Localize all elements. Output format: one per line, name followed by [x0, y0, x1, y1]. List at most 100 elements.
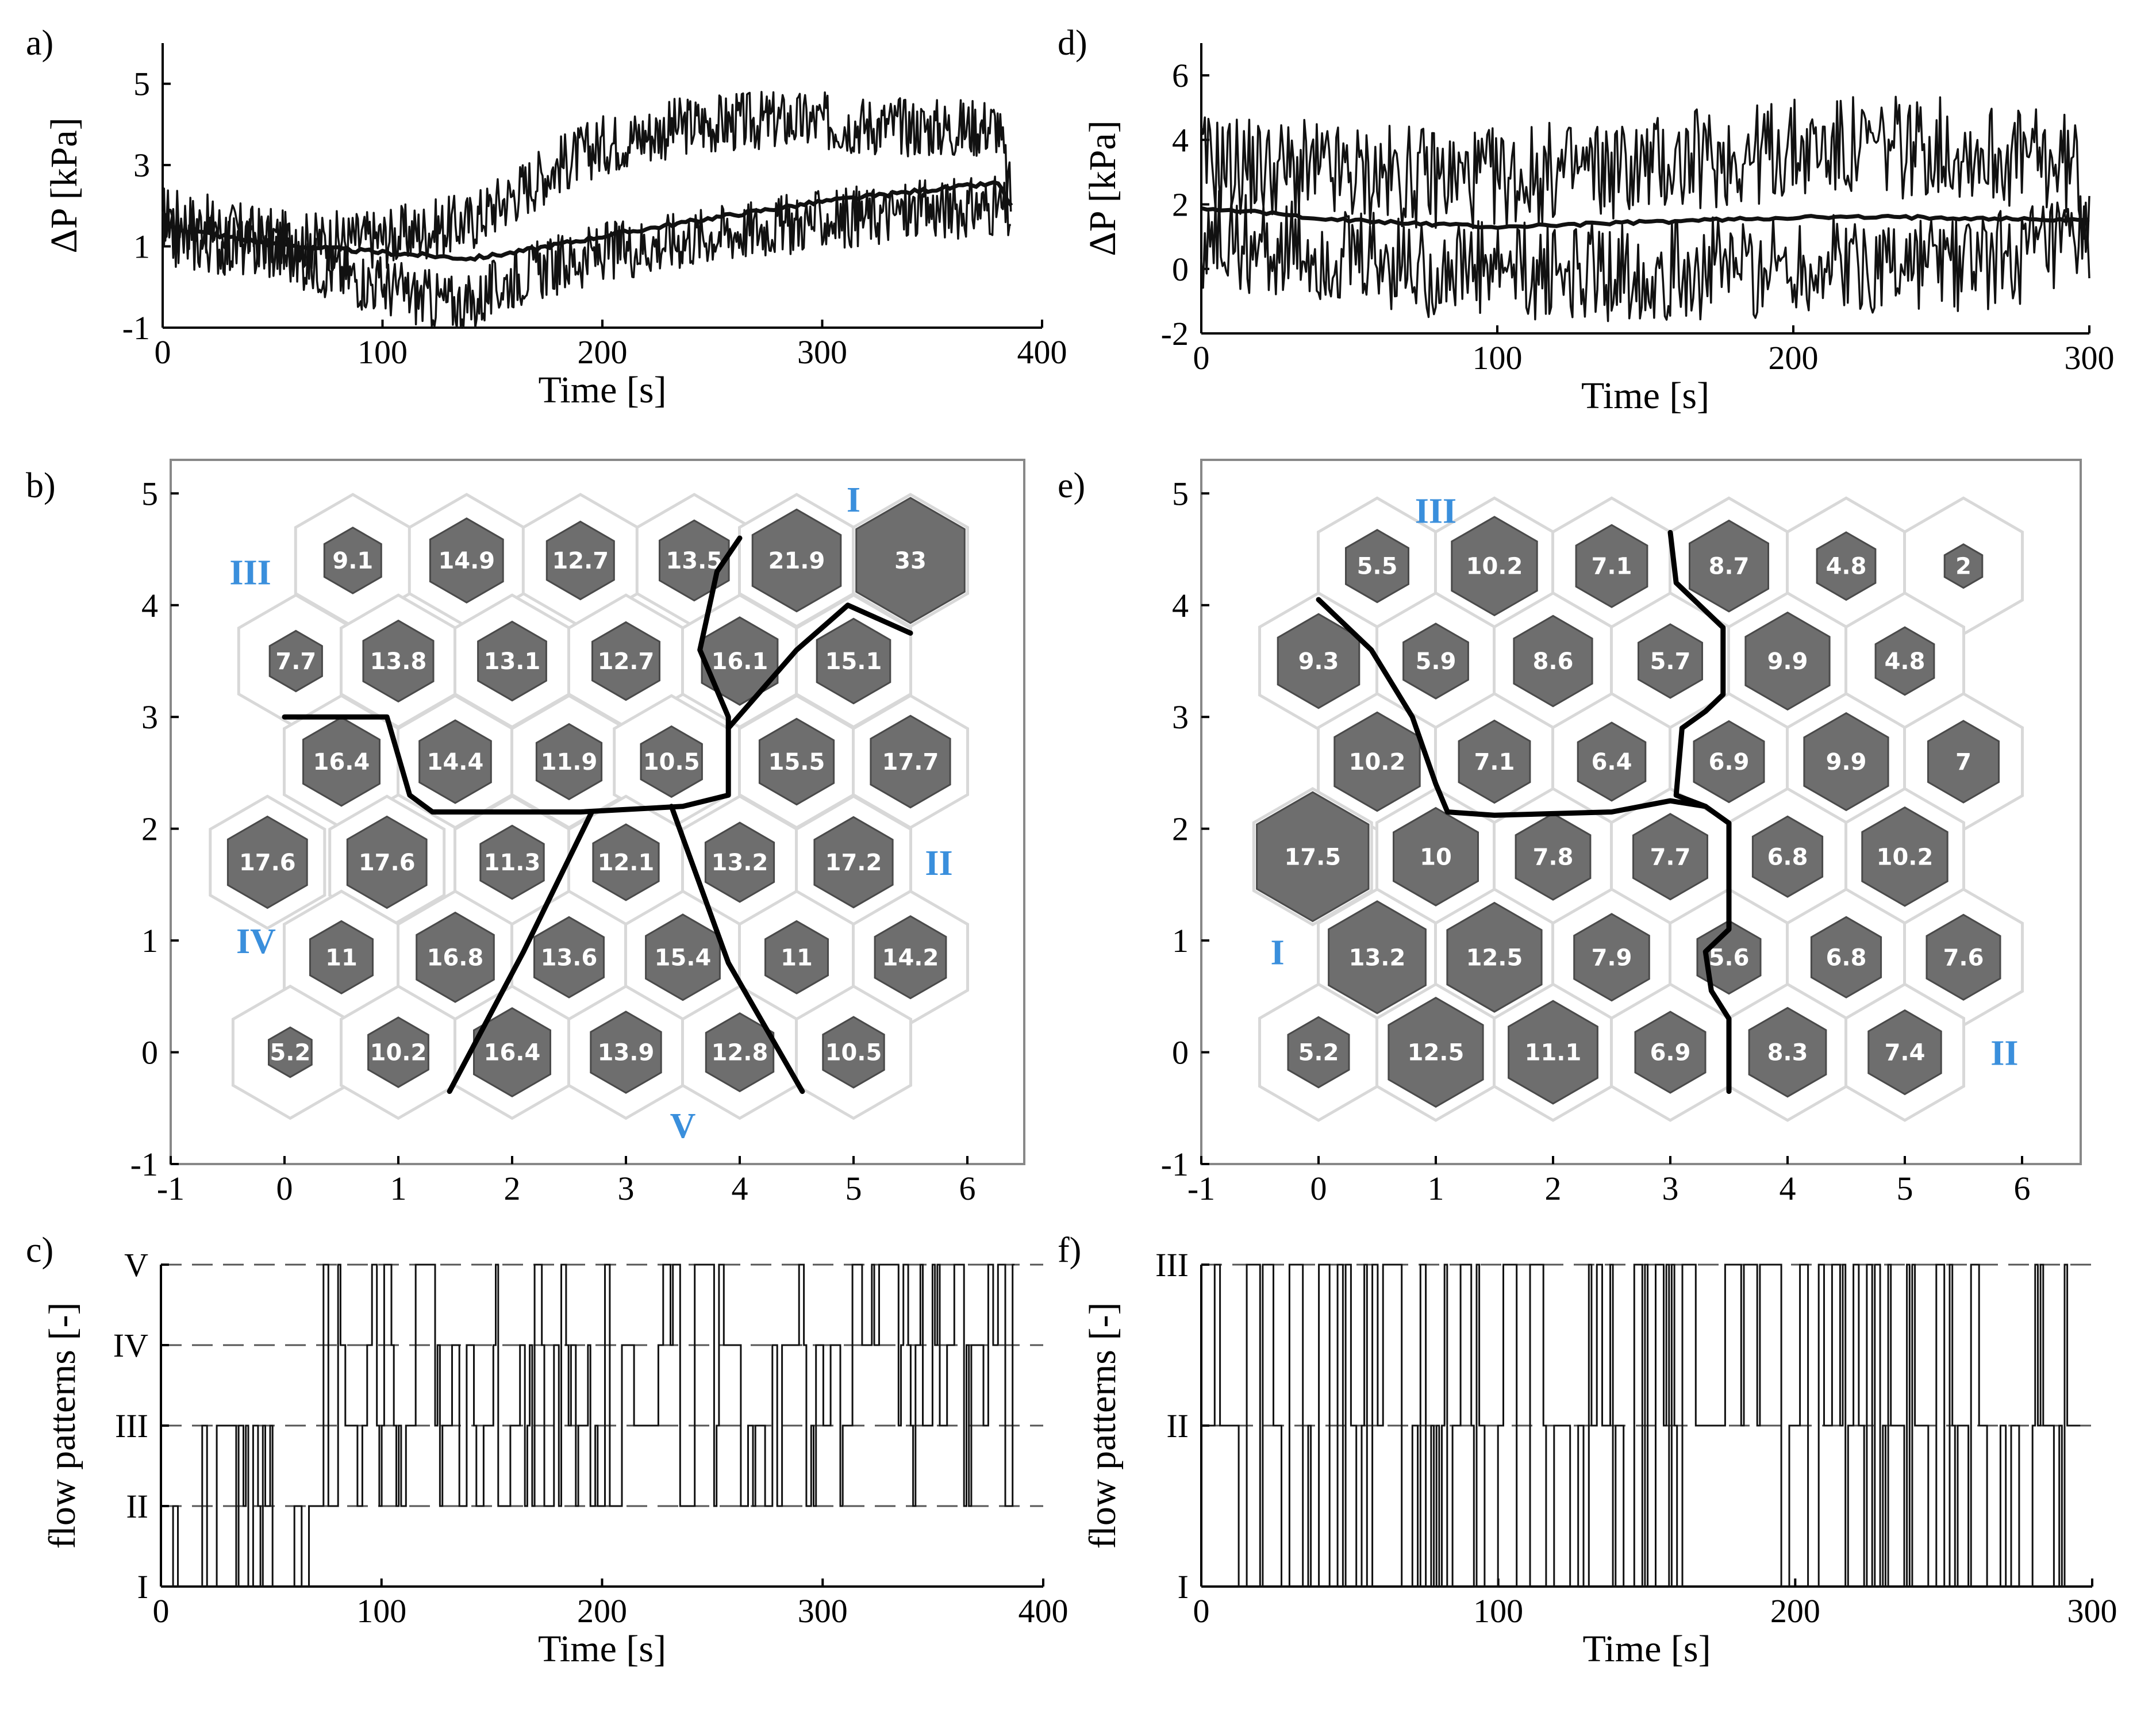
panel-e-hex-marker [1575, 524, 1648, 608]
panel-d-label: d) [1058, 24, 1087, 63]
panel-e-region-label: II [1990, 1034, 2018, 1073]
panel-e-hex-value: 17.5 [1284, 844, 1341, 870]
panel-f-x-title: Time [s] [1582, 1628, 1711, 1670]
panel-a-x-tick-label: 300 [797, 333, 847, 371]
panel-b-hex-marker [416, 911, 495, 1003]
panel-f-label: f) [1058, 1231, 1081, 1270]
panel-b-hex-marker [874, 915, 947, 1000]
panel-c-x-title: Time [s] [538, 1628, 666, 1670]
panel-e-hex-value: 7.4 [1885, 1040, 1926, 1066]
panel-b-x-tick-label: 2 [504, 1170, 521, 1207]
panel-b-hex-marker [764, 920, 829, 994]
panel-c-x-tick-label: 100 [356, 1592, 406, 1630]
panel-b-hex-marker [302, 716, 381, 807]
panel-e-hex-marker [1693, 720, 1765, 804]
panel-b-hex-value: 21.9 [768, 548, 825, 574]
panel-f-x-tick-label: 100 [1473, 1592, 1523, 1630]
panel-e-hex-marker [1810, 916, 1882, 998]
panel-b-region-label: IV [236, 922, 276, 961]
panel-b-hex-marker [477, 620, 547, 702]
panel-c-x-tick-label: 200 [577, 1592, 627, 1630]
panel-a-x-title: Time [s] [538, 369, 666, 411]
panel-e-x-tick-label: 1 [1428, 1170, 1444, 1207]
panel-a-y-title: ΔP [kPa] [43, 117, 85, 253]
panel-b-y-tick-label: 1 [141, 922, 158, 959]
panel-e-hex-marker [1508, 1000, 1598, 1105]
panel-e-hex-value: 8.6 [1533, 648, 1574, 675]
panel-e-hex-marker [1328, 900, 1427, 1015]
panel-b-hex-value: 14.4 [427, 749, 484, 775]
panel-e-hex-marker [1816, 531, 1877, 601]
panel-b-hex-value: 17.2 [825, 850, 882, 876]
panel-b-y-tick-label: 2 [141, 811, 158, 848]
panel-b-hex-marker [592, 823, 660, 901]
panel-e-hex-value: 7.1 [1592, 554, 1632, 580]
panel-b-hex-marker [268, 1026, 313, 1078]
panel-b-hex-marker [535, 723, 603, 801]
panel-e-hex-value: 5.5 [1357, 554, 1398, 580]
panel-b-hex-marker [346, 815, 428, 909]
panel-a-series-lower [162, 175, 1011, 329]
panel-b-hex-value: 15.4 [655, 944, 712, 971]
panel-b-hex-value: 14.9 [438, 548, 495, 574]
panel-d-y-tick-label: 4 [1172, 121, 1189, 159]
panel-e-hex-marker [1345, 529, 1409, 604]
panel-b-hex-value: 13.2 [712, 850, 768, 876]
panel-f-pattern-trace [1201, 1263, 2081, 1588]
panel-b-hex-marker [822, 1016, 885, 1089]
panel-b-y-tick-label: 0 [141, 1034, 158, 1071]
panel-e-hex-value: 5.2 [1298, 1040, 1339, 1066]
panel-b-hex-value: 13.5 [666, 548, 722, 574]
panel-a-y-tick-label: 3 [133, 147, 150, 184]
panel-b-hex-value: 16.4 [313, 749, 370, 775]
panel-b-x-tick-label: -1 [157, 1170, 185, 1207]
panel-e-y-tick-label: 1 [1172, 922, 1189, 959]
panel-a-label: a) [26, 24, 53, 63]
panel-f-x-tick-label: 200 [1770, 1592, 1820, 1630]
panel-e-hex-value: 5.6 [1709, 944, 1750, 971]
panel-e-hex-marker [1446, 901, 1543, 1013]
panel-a-x-tick-label: 400 [1017, 333, 1067, 371]
panel-c-level-label: II [126, 1488, 148, 1525]
panel-b-x-tick-label: 5 [845, 1170, 862, 1207]
panel-b-hex-value: 13.8 [370, 648, 427, 675]
panel-e-y-tick-label: 3 [1172, 698, 1189, 736]
panel-b-y-tick-label: 5 [141, 475, 158, 512]
panel-e-hex-marker [1577, 721, 1647, 802]
panel-e-hex-marker [1874, 626, 1935, 696]
panel-c-pattern-trace [161, 1263, 1015, 1588]
panel-e-hex-value: 7.9 [1592, 944, 1632, 971]
panel-b-hex-value: 11 [325, 944, 358, 971]
panel-e-region-label: I [1271, 934, 1285, 973]
panel-b-hex-value: 14.2 [882, 944, 939, 971]
panel-a-x-tick-label: 0 [155, 333, 171, 371]
panel-b-hex-value: 16.4 [484, 1040, 541, 1066]
panel-c-level-label: I [137, 1568, 148, 1606]
panel-e-x-tick-label: 6 [2014, 1170, 2031, 1207]
panel-c-x-tick-label: 400 [1019, 1592, 1069, 1630]
panel-b-hex-marker [545, 520, 615, 601]
panel-e-hex-marker [1861, 806, 1948, 907]
panel-c-label: c) [26, 1231, 53, 1270]
panel-e-hex-marker [1867, 1009, 1942, 1096]
panel-b-hex-value: 12.1 [598, 850, 655, 876]
panel-e-hex-value: 11.1 [1525, 1040, 1582, 1066]
panel-e-hex-value: 12.5 [1408, 1040, 1465, 1066]
panel-b-y-tick-label: 3 [141, 698, 158, 736]
panel-e-y-tick-label: 5 [1172, 475, 1189, 512]
panel-d-series-lower [1200, 190, 2090, 322]
panel-e-hex-value: 7.8 [1533, 844, 1574, 870]
panel-b-hex-value: 12.7 [598, 648, 655, 675]
panel-b-hex-value: 7.7 [275, 648, 316, 675]
panel-b-x-tick-label: 1 [390, 1170, 407, 1207]
panel-b-hex-value: 13.1 [484, 648, 541, 675]
panel-e-hex-marker [1458, 719, 1531, 804]
panel-e-hex-value: 5.9 [1416, 648, 1456, 675]
panel-e-y-tick-label: 4 [1172, 587, 1189, 624]
panel-b-hex-value: 10.5 [825, 1040, 882, 1066]
panel-b-hex-value: 13.9 [598, 1040, 655, 1066]
panel-b-hex-marker [429, 517, 504, 604]
panel-b-hex-value: 10.2 [370, 1040, 427, 1066]
